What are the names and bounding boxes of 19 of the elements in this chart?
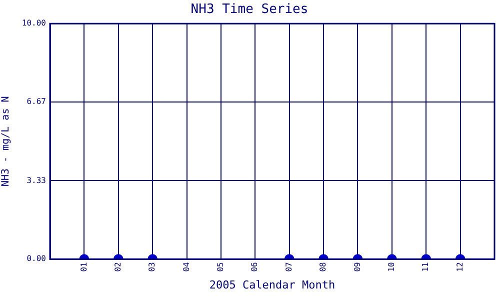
x-tick-label: 04 [182,262,191,272]
x-tick-label: 08 [318,262,328,272]
x-axis-title: 2005 Calendar Month [209,278,336,292]
y-tick-label: 10.00 [22,18,46,28]
x-tick-label: 02 [113,262,122,272]
x-tick-label: 03 [148,262,157,272]
x-tick-label: 09 [352,262,362,272]
x-tick-label: 11 [421,262,430,272]
y-tick-label: 6.67 [26,97,46,106]
chart-title: NH3 Time Series [190,2,308,18]
x-tick-label: 06 [250,262,260,272]
x-tick-label: 01 [79,262,88,272]
x-tick-label: 10 [387,262,396,272]
y-axis-title: NH3 - mg/L as N [0,96,12,187]
y-tick-label: 3.33 [26,176,46,185]
x-tick-label: 12 [455,262,464,272]
x-tick-label: 07 [284,262,294,272]
y-tick-label: 0.00 [26,254,46,264]
x-tick-label: 05 [216,262,226,272]
